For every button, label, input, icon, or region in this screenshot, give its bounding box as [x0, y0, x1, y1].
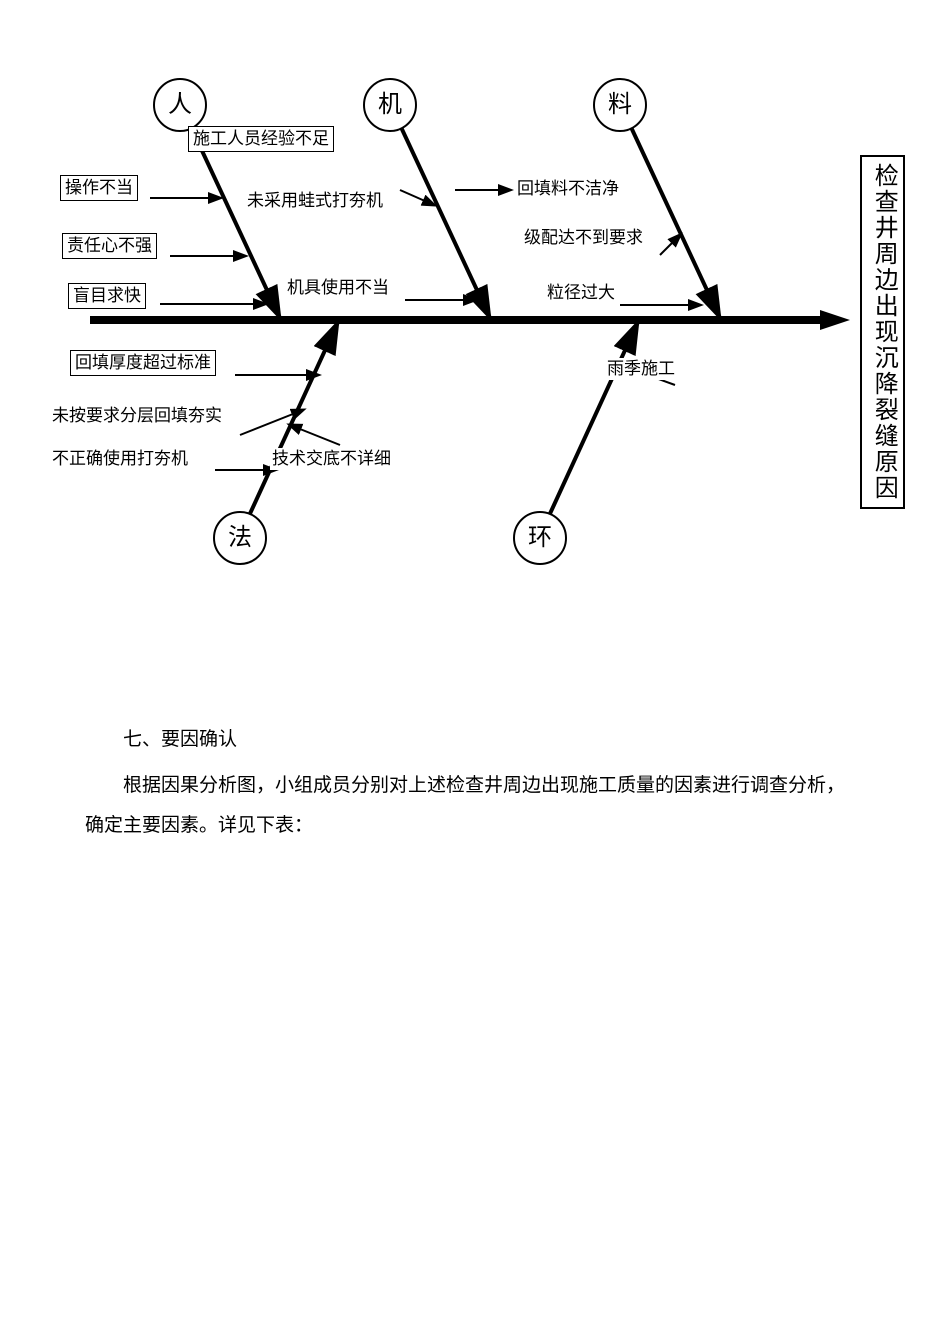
section-body: 根据因果分析图，小组成员分别对上述检查井周边出现施工质量的因素进行调查分析，确定… [85, 766, 865, 846]
body-text: 七、要因确认 根据因果分析图，小组成员分别对上述检查井周边出现施工质量的因素进行… [85, 720, 865, 852]
cause-label: 未按要求分层回填夯实 [50, 405, 224, 427]
cause-label: 雨季施工 [605, 358, 677, 380]
cause-label: 盲目求快 [68, 283, 146, 309]
cause-label: 操作不当 [60, 175, 138, 201]
effect-box: 检查井周边出现沉降裂缝原因 [860, 155, 905, 509]
fishbone-diagram: 人机料法环 施工人员经验不足操作不当责任心不强盲目求快未采用蛙式打夯机机具使用不… [60, 60, 880, 585]
cause-label: 技术交底不详细 [270, 448, 393, 470]
cause-label: 回填料不洁净 [515, 178, 621, 200]
cause-label: 机具使用不当 [285, 277, 391, 299]
cause-label: 责任心不强 [62, 233, 157, 259]
cause-label: 不正确使用打夯机 [50, 448, 190, 470]
cause-label: 回填厚度超过标准 [70, 350, 216, 376]
cause-label: 施工人员经验不足 [188, 126, 334, 152]
cause-label: 未采用蛙式打夯机 [245, 190, 385, 212]
section-heading: 七、要因确认 [85, 720, 865, 760]
cause-label: 级配达不到要求 [522, 227, 645, 249]
cause-label: 粒径过大 [545, 282, 617, 304]
